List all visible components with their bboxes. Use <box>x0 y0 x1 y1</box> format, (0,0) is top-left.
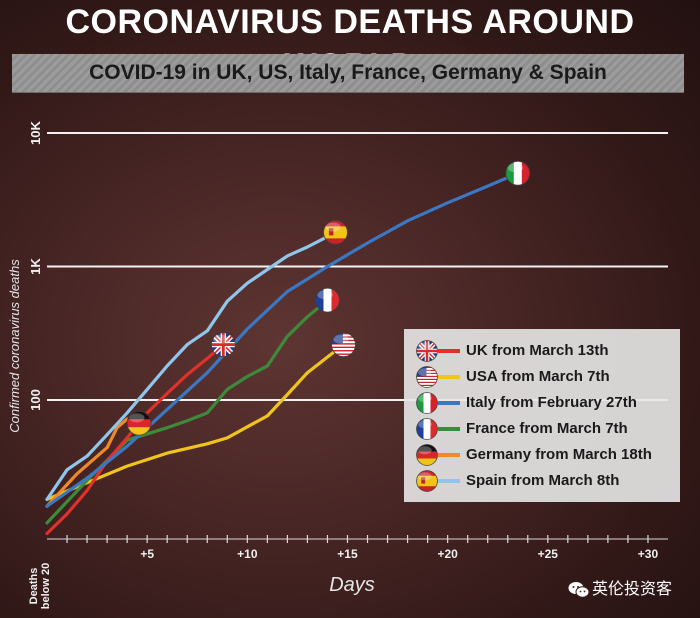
series-line-de <box>45 417 141 508</box>
legend-item-spain: Spain from March 8th <box>404 468 680 494</box>
svg-text:below 20: below 20 <box>40 563 52 609</box>
us-flag-icon <box>416 366 438 388</box>
legend-swatch <box>438 375 460 379</box>
watermark-text: 英伦投资客 <box>592 579 673 598</box>
subtitle-band: COVID-19 in UK, US, Italy, France, Germa… <box>12 54 684 93</box>
legend-swatch <box>438 349 460 353</box>
legend-item-france: France from March 7th <box>404 416 680 442</box>
x-tick-label: +10 <box>237 547 258 561</box>
x-axis-label: Days <box>329 574 375 596</box>
watermark: 英伦投资客 <box>568 577 672 601</box>
legend-swatch <box>438 453 460 457</box>
wechat-icon <box>568 581 590 598</box>
series-end-flags <box>126 160 531 436</box>
es-flag-marker <box>323 219 348 245</box>
italy-flag-icon <box>416 392 438 414</box>
y-tick-label: 1K <box>28 258 43 275</box>
series-line-us <box>45 343 346 501</box>
x-tick-label: Deaths below 20 <box>28 563 52 609</box>
y-tick-label: 10K <box>28 120 43 144</box>
france-flag-icon <box>416 418 438 440</box>
legend: UK from March 13th USA from March 7th It… <box>404 329 680 502</box>
svg-text:Deaths: Deaths <box>28 568 40 605</box>
x-tick-label: +25 <box>538 547 559 561</box>
fr-flag-marker <box>315 287 340 313</box>
legend-label: Germany from March 18th <box>466 446 652 463</box>
y-tick-label: 100 <box>28 389 43 411</box>
uk-flag-marker <box>210 332 236 358</box>
subtitle: COVID-19 in UK, US, Italy, France, Germa… <box>89 61 607 84</box>
legend-label: Italy from February 27th <box>466 394 637 411</box>
series-line-es <box>45 230 338 501</box>
legend-swatch <box>438 479 460 483</box>
legend-label: Spain from March 8th <box>466 472 620 489</box>
x-tick-label: +5 <box>140 547 154 561</box>
germany-flag-icon <box>416 444 438 466</box>
x-tick-label: +15 <box>337 547 358 561</box>
legend-label: UK from March 13th <box>466 342 609 359</box>
legend-swatch <box>438 401 460 405</box>
x-tick-label: +30 <box>638 547 659 561</box>
legend-label: USA from March 7th <box>466 368 610 385</box>
uk-flag-icon <box>416 340 438 362</box>
x-tick-label: +20 <box>437 547 458 561</box>
legend-item-uk: UK from March 13th <box>404 338 680 364</box>
de-flag-marker <box>126 410 152 436</box>
spain-flag-icon <box>416 470 438 492</box>
series-line-it <box>45 171 520 508</box>
it-flag-marker <box>505 160 531 186</box>
legend-item-usa: USA from March 7th <box>404 364 680 390</box>
legend-swatch <box>438 427 460 431</box>
legend-label: France from March 7th <box>466 420 628 437</box>
legend-item-italy: Italy from February 27th <box>404 390 680 416</box>
y-axis-ticks: 100 1K 10K <box>28 120 43 410</box>
us-flag-marker <box>331 332 356 358</box>
x-axis-ticks: Deaths below 20 +5 +10 +15 +20 +25 +30 <box>28 535 668 609</box>
y-axis-label: Confirmed coronavirus deaths <box>7 259 22 433</box>
legend-item-germany: Germany from March 18th <box>404 442 680 468</box>
